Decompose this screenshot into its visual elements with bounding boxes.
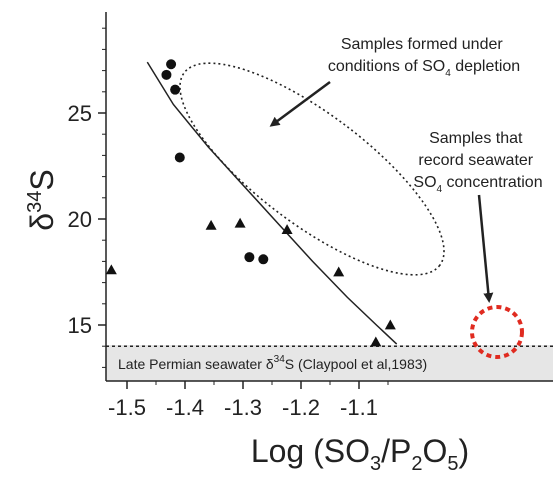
data-point-circle <box>174 152 185 163</box>
x-tick-label: -1.1 <box>340 395 378 420</box>
annotation-depletion: Samples formed under conditions of SO4 d… <box>328 36 520 79</box>
y-tick-label: 20 <box>68 207 92 232</box>
x-tick-label: -1.5 <box>108 395 146 420</box>
data-point-circle <box>166 59 177 70</box>
x-tick-label: -1.2 <box>282 395 320 420</box>
y-tick-label: 15 <box>68 313 92 338</box>
data-point-circle <box>161 69 172 80</box>
data-point-triangle <box>384 319 396 330</box>
arrow-seawater <box>477 194 494 303</box>
x-axis-title: Log (SO3/P2O5) <box>251 433 469 475</box>
data-point-circle <box>170 84 181 95</box>
data-point-circle <box>258 254 269 265</box>
seawater-samples-highlight <box>470 305 524 359</box>
data-points <box>105 59 396 347</box>
data-point-triangle <box>234 217 246 228</box>
minor-ticks <box>102 27 389 385</box>
trend-line <box>146 61 398 345</box>
data-point-triangle <box>205 219 217 230</box>
arrow-depletion <box>269 80 331 127</box>
depletion-samples-ellipse <box>179 62 445 276</box>
seawater-band-label: Late Permian seawater δ34S (Claypool et … <box>118 354 427 372</box>
x-tick-label: -1.3 <box>224 395 262 420</box>
tick-labels: -1.5 -1.4 -1.3 -1.2 -1.1 15 20 25 <box>68 101 378 420</box>
annotation-seawater: Samples that record seawater SO4 concent… <box>413 130 542 195</box>
data-point-triangle <box>370 336 382 347</box>
data-point-triangle <box>105 264 117 275</box>
data-point-circle <box>244 252 255 263</box>
y-axis-title: δ34S <box>24 169 60 230</box>
y-tick-label: 25 <box>68 101 92 126</box>
x-tick-label: -1.4 <box>166 395 204 420</box>
data-point-triangle <box>333 266 345 277</box>
data-point-triangle <box>281 224 293 234</box>
